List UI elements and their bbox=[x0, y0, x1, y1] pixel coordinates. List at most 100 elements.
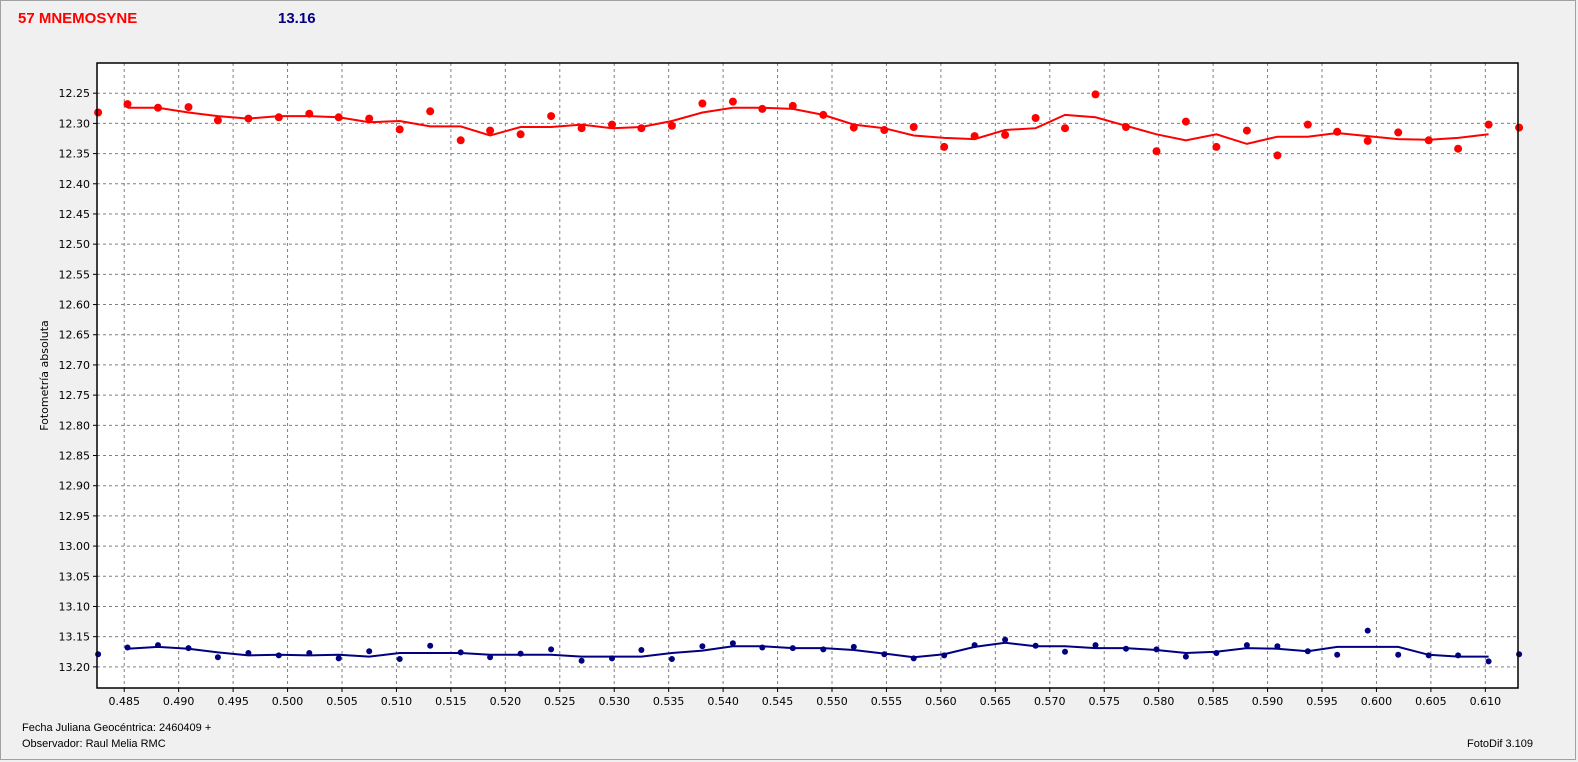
y-tick-label: 12.45 bbox=[59, 208, 91, 221]
y-tick-label: 12.90 bbox=[59, 480, 91, 493]
x-tick-label: 0.525 bbox=[544, 695, 576, 708]
y-tick-label: 12.30 bbox=[59, 117, 91, 130]
data-point bbox=[1273, 151, 1282, 160]
plot-area bbox=[97, 63, 1518, 688]
data-point bbox=[1153, 646, 1160, 653]
data-point bbox=[881, 651, 888, 658]
y-axis-label: Fotometría absoluta bbox=[38, 320, 51, 431]
data-point bbox=[820, 646, 827, 653]
data-point bbox=[548, 646, 555, 653]
data-point bbox=[547, 112, 556, 121]
data-point bbox=[729, 640, 736, 647]
x-tick-label: 0.540 bbox=[707, 695, 739, 708]
data-point bbox=[213, 116, 222, 125]
data-point bbox=[123, 100, 132, 109]
data-point bbox=[1152, 147, 1161, 156]
data-point bbox=[1181, 117, 1190, 126]
data-point bbox=[427, 642, 434, 649]
data-point bbox=[1394, 128, 1403, 137]
y-tick-label: 12.40 bbox=[59, 178, 91, 191]
x-tick-label: 0.495 bbox=[217, 695, 249, 708]
data-point bbox=[759, 644, 766, 651]
data-point bbox=[609, 655, 615, 662]
data-point bbox=[1303, 120, 1312, 129]
data-point bbox=[1031, 114, 1040, 122]
x-axis-ticks: 0.485 0.490 0.495 0.500 0.505 0.510 0.515 0.520… bbox=[108, 688, 1501, 708]
x-tick-label: 0.610 bbox=[1470, 695, 1502, 708]
data-point bbox=[487, 654, 494, 661]
x-tick-label: 0.505 bbox=[326, 695, 358, 708]
data-point bbox=[1061, 124, 1069, 133]
data-point bbox=[819, 110, 828, 119]
data-point bbox=[95, 651, 102, 658]
data-point bbox=[667, 121, 676, 130]
data-point bbox=[1092, 642, 1099, 649]
data-point bbox=[305, 109, 314, 118]
y-tick-label: 13.00 bbox=[59, 540, 91, 553]
y-tick-label: 12.75 bbox=[59, 389, 91, 402]
data-point bbox=[1515, 123, 1524, 132]
data-point bbox=[245, 650, 252, 656]
data-point bbox=[1212, 142, 1221, 151]
plot-border bbox=[96, 62, 1519, 689]
x-tick-label: 0.565 bbox=[980, 695, 1012, 708]
data-point bbox=[426, 107, 435, 116]
object-name: 57 MNEMOSYNE bbox=[18, 10, 138, 27]
series-target bbox=[94, 90, 1524, 160]
data-point bbox=[637, 124, 646, 133]
data-point bbox=[910, 655, 917, 662]
data-point bbox=[1334, 651, 1341, 658]
data-point bbox=[577, 124, 586, 133]
data-point bbox=[608, 120, 616, 129]
fit-line bbox=[127, 106, 1489, 145]
observer-label: Observador: Raul Melia RMC bbox=[22, 738, 166, 750]
x-tick-label: 0.585 bbox=[1197, 695, 1229, 708]
x-tick-label: 0.545 bbox=[762, 695, 794, 708]
x-tick-label: 0.605 bbox=[1415, 695, 1447, 708]
data-point bbox=[758, 104, 767, 113]
data-point bbox=[457, 649, 464, 656]
y-tick-label: 13.20 bbox=[59, 661, 91, 674]
data-point bbox=[1213, 650, 1220, 656]
data-point bbox=[1182, 653, 1189, 660]
x-tick-label: 0.510 bbox=[381, 695, 413, 708]
data-point bbox=[1062, 648, 1068, 655]
data-point bbox=[849, 123, 858, 132]
data-point bbox=[699, 643, 706, 650]
x-tick-label: 0.515 bbox=[435, 695, 467, 708]
y-axis-ticks: 12.25 12.30 12.35 12.40 12.45 12.50 12.55 12.60… bbox=[59, 87, 97, 674]
data-point bbox=[396, 656, 403, 662]
data-point bbox=[1242, 126, 1251, 135]
data-point bbox=[365, 114, 374, 123]
data-point bbox=[214, 654, 221, 661]
x-tick-label: 0.500 bbox=[272, 695, 304, 708]
data-point bbox=[335, 655, 342, 662]
data-point bbox=[880, 126, 889, 134]
y-tick-label: 12.35 bbox=[59, 148, 91, 161]
data-point bbox=[1243, 642, 1250, 649]
data-point bbox=[395, 125, 404, 134]
data-point bbox=[1123, 645, 1129, 652]
data-point bbox=[275, 652, 282, 659]
y-tick-label: 12.60 bbox=[59, 299, 91, 312]
data-point bbox=[578, 657, 585, 664]
x-tick-label: 0.490 bbox=[163, 695, 195, 708]
y-tick-label: 13.15 bbox=[59, 631, 91, 644]
y-tick-label: 12.55 bbox=[59, 268, 91, 281]
data-point bbox=[185, 645, 192, 652]
x-tick-label: 0.485 bbox=[108, 695, 140, 708]
data-point bbox=[850, 643, 857, 650]
grid-lines bbox=[97, 63, 1518, 688]
data-point bbox=[1454, 144, 1463, 153]
data-point bbox=[638, 647, 645, 653]
data-point bbox=[1001, 130, 1010, 139]
data-point bbox=[155, 642, 161, 649]
data-point bbox=[1032, 642, 1039, 649]
x-tick-label: 0.560 bbox=[925, 695, 957, 708]
y-tick-label: 13.05 bbox=[59, 570, 91, 583]
data-point bbox=[94, 108, 103, 117]
data-point bbox=[728, 97, 737, 106]
data-point bbox=[1425, 652, 1432, 659]
series-layer bbox=[94, 90, 1524, 665]
